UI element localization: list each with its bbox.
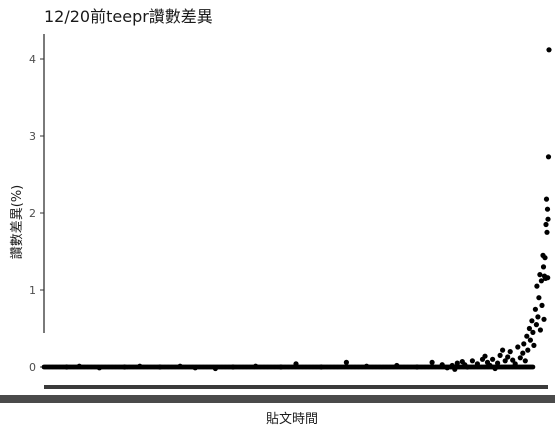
data-point: [495, 360, 501, 366]
data-point: [449, 362, 455, 369]
x-axis-title: 貼文時間: [266, 412, 318, 427]
data-point: [530, 329, 536, 335]
data-point: [76, 363, 82, 369]
data-point: [192, 365, 198, 371]
data-point: [545, 275, 551, 281]
data-point: [544, 229, 550, 235]
data-point: [515, 344, 521, 350]
y-tick-label: 3: [29, 130, 36, 143]
data-point: [545, 216, 551, 222]
data-point: [490, 356, 496, 362]
data-point: [522, 358, 528, 364]
y-axis-title: 讚數差異(%): [9, 185, 25, 260]
data-point: [507, 349, 513, 355]
data-point: [500, 347, 506, 353]
data-point: [230, 364, 236, 370]
data-point: [530, 364, 536, 370]
data-point: [531, 342, 537, 348]
data-point: [454, 360, 460, 366]
data-point: [529, 318, 535, 324]
data-point: [64, 364, 70, 370]
data-point: [469, 358, 475, 364]
chart-title: 12/20前teepr讚數差異: [44, 7, 213, 26]
data-point: [527, 337, 534, 343]
data-point: [414, 364, 420, 370]
data-point: [122, 364, 128, 370]
data-point: [444, 365, 450, 371]
data-points: [41, 47, 552, 372]
data-point: [537, 327, 544, 333]
y-tick-label: 2: [29, 207, 36, 220]
data-point: [318, 364, 324, 370]
data-point: [505, 354, 511, 360]
data-point: [532, 306, 539, 312]
data-point: [536, 295, 542, 301]
data-point: [520, 350, 526, 356]
data-point: [492, 365, 498, 372]
data-point: [343, 359, 349, 365]
data-point: [543, 196, 550, 202]
data-point: [545, 154, 552, 160]
data-point: [538, 278, 545, 284]
data-point: [464, 364, 470, 370]
y-tick-label: 1: [29, 284, 36, 297]
data-point: [482, 353, 488, 359]
data-point: [525, 347, 531, 353]
data-point: [512, 361, 518, 367]
data-point: [157, 364, 163, 370]
data-point: [534, 283, 540, 289]
data-point: [541, 316, 547, 322]
data-point: [539, 302, 545, 308]
data-point: [543, 221, 549, 228]
data-point: [253, 363, 259, 369]
data-point: [502, 358, 508, 364]
data-point: [517, 355, 523, 361]
data-point: [364, 363, 370, 369]
data-point: [524, 333, 530, 339]
data-point: [278, 364, 284, 370]
y-axis: 0 1 2 3 4: [29, 34, 548, 389]
y-tick-label: 0: [29, 361, 36, 374]
bottom-scrollbar-band: [0, 395, 555, 403]
data-point: [540, 264, 547, 270]
data-point: [293, 361, 299, 367]
data-point: [533, 322, 540, 328]
data-point: [544, 206, 551, 212]
data-point: [429, 359, 435, 365]
data-point: [137, 363, 143, 369]
data-point: [96, 365, 102, 371]
data-point: [526, 325, 533, 332]
data-point: [394, 362, 400, 369]
data-point: [177, 363, 183, 369]
data-point: [497, 352, 503, 358]
data-point: [212, 365, 218, 372]
data-point: [521, 341, 527, 347]
data-point: [474, 361, 480, 367]
data-point: [452, 366, 458, 372]
data-point: [537, 272, 543, 278]
data-point: [510, 357, 516, 363]
data-point: [546, 47, 552, 53]
data-point: [535, 314, 541, 320]
data-point: [439, 362, 445, 368]
data-point: [542, 255, 548, 261]
data-point: [487, 362, 493, 369]
y-tick-label: 4: [29, 53, 36, 66]
